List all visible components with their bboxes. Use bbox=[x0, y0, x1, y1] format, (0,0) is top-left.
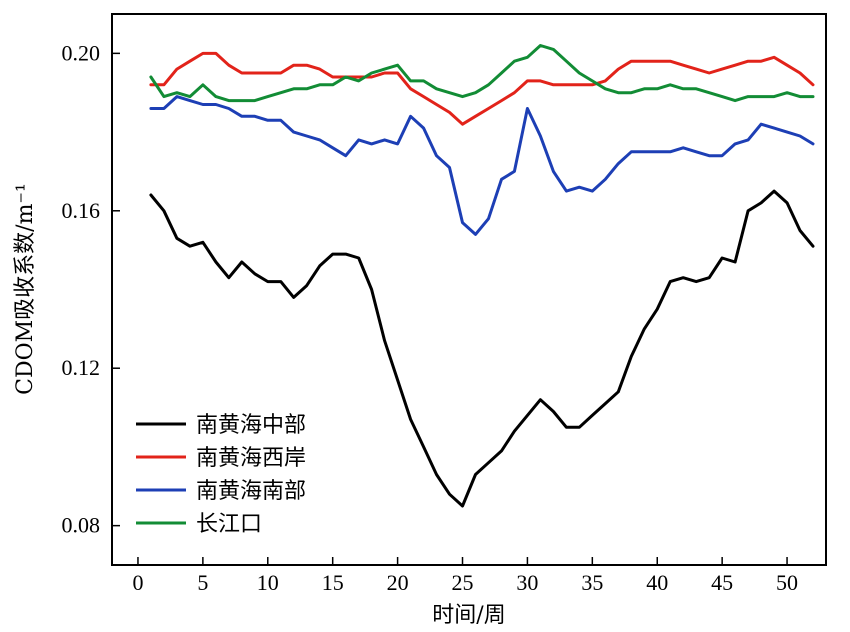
plot-frame bbox=[111, 13, 827, 566]
x-tick-label: 15 bbox=[322, 570, 344, 595]
x-tick-label: 0 bbox=[132, 570, 143, 595]
x-tick-label: 45 bbox=[711, 570, 733, 595]
x-tick-label: 35 bbox=[581, 570, 603, 595]
x-tick-label: 10 bbox=[257, 570, 279, 595]
legend-label: 长江口 bbox=[196, 512, 262, 537]
legend-label: 南黄海中部 bbox=[196, 413, 306, 438]
x-axis: 0 5 10 15 20 25 30 35 40 45 50 bbox=[132, 557, 798, 595]
x-tick-label: 30 bbox=[516, 570, 538, 595]
y-tick-label: 0.08 bbox=[62, 513, 101, 538]
y-tick-label: 0.16 bbox=[62, 198, 101, 223]
x-tick-label: 5 bbox=[197, 570, 208, 595]
series-line-1 bbox=[149, 189, 815, 508]
x-tick-label: 50 bbox=[776, 570, 798, 595]
series-line-2 bbox=[149, 51, 815, 126]
x-tick-label: 25 bbox=[452, 570, 474, 595]
series-line-3 bbox=[149, 95, 815, 236]
x-axis-title: 时间/周 bbox=[432, 603, 505, 628]
legend-label: 南黄海西岸 bbox=[196, 446, 306, 471]
y-axis-title: CDOM吸收系数/m⁻¹ bbox=[13, 183, 38, 395]
y-tick-label: 0.20 bbox=[62, 40, 101, 65]
series-lines bbox=[149, 44, 815, 508]
y-tick-label: 0.12 bbox=[62, 355, 101, 380]
x-tick-label: 40 bbox=[646, 570, 668, 595]
series-line-4 bbox=[149, 44, 815, 103]
x-tick-label: 20 bbox=[387, 570, 409, 595]
y-axis: 0.08 0.12 0.16 0.20 bbox=[62, 40, 120, 538]
legend-label: 南黄海南部 bbox=[196, 479, 306, 504]
